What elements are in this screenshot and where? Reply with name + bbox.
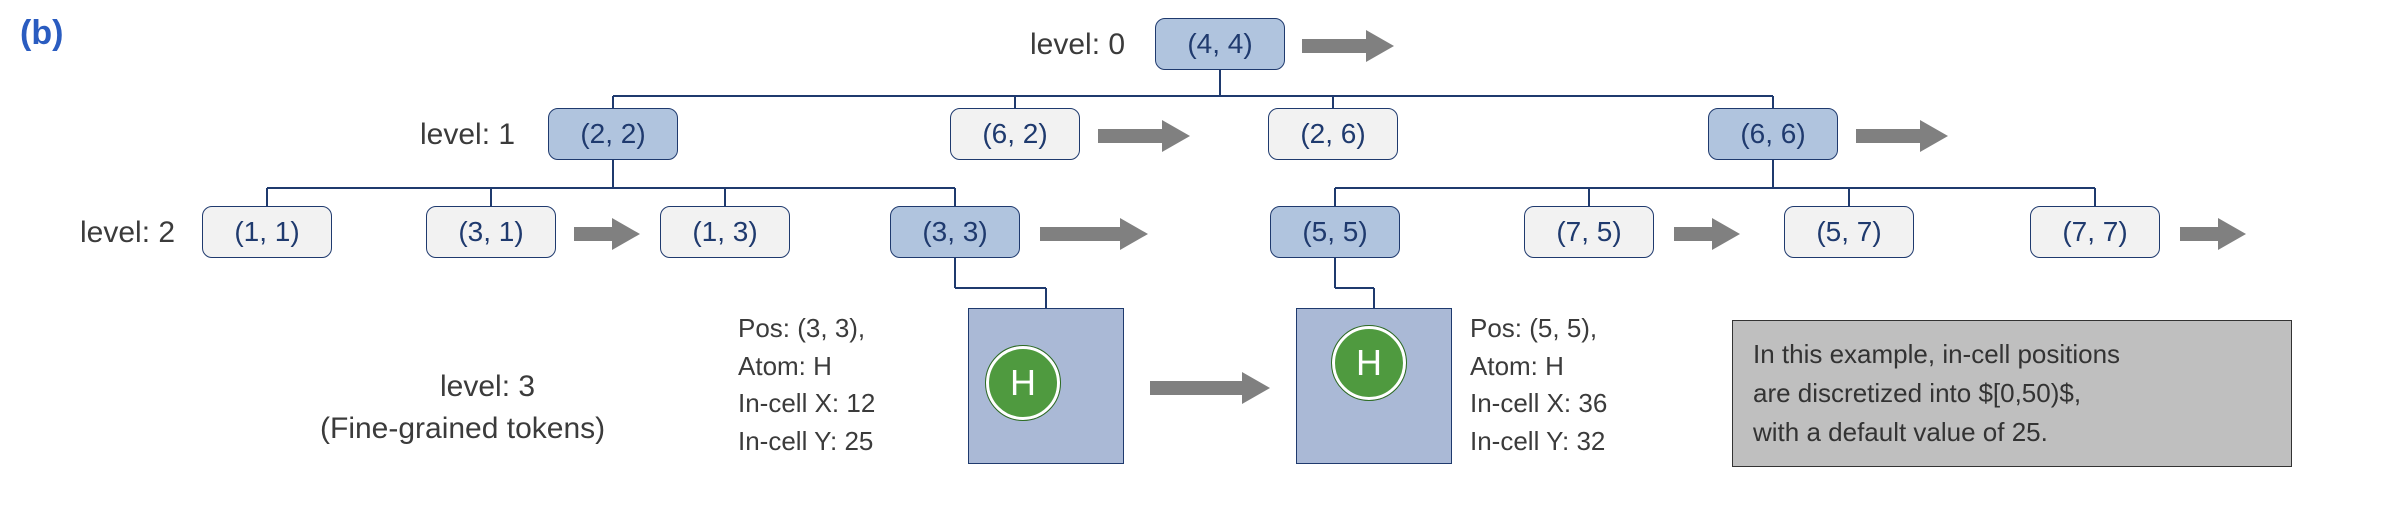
level-0-label: level: 0: [1030, 28, 1125, 62]
level-3-label-b: (Fine-grained tokens): [320, 412, 605, 446]
detail-line: Atom: H: [738, 348, 875, 386]
detail-line: In-cell Y: 25: [738, 423, 875, 461]
node-5-5: (5, 5): [1270, 206, 1400, 258]
arrow-icon: [1856, 128, 1948, 144]
node-1-3: (1, 3): [660, 206, 790, 258]
atom-1: H: [986, 346, 1060, 420]
detail-line: In-cell X: 36: [1470, 385, 1607, 423]
node-root: (4, 4): [1155, 18, 1285, 70]
node-7-5: (7, 5): [1524, 206, 1654, 258]
node-2-2: (2, 2): [548, 108, 678, 160]
node-3-1: (3, 1): [426, 206, 556, 258]
arrow-icon: [1150, 380, 1270, 396]
panel-label: (b): [20, 14, 63, 53]
leaf-details-2: Pos: (5, 5), Atom: H In-cell X: 36 In-ce…: [1470, 310, 1607, 461]
detail-line: Atom: H: [1470, 348, 1607, 386]
arrow-icon: [574, 226, 640, 242]
atom-2: H: [1332, 326, 1406, 400]
note-line: with a default value of 25.: [1753, 413, 2271, 452]
arrow-icon: [1098, 128, 1190, 144]
level-2-label: level: 2: [80, 216, 175, 250]
leaf-details-1: Pos: (3, 3), Atom: H In-cell X: 12 In-ce…: [738, 310, 875, 461]
arrow-icon: [1674, 226, 1740, 242]
node-7-7: (7, 7): [2030, 206, 2160, 258]
node-5-7: (5, 7): [1784, 206, 1914, 258]
level-3-label-a: level: 3: [440, 370, 535, 404]
arrow-icon: [1040, 226, 1148, 242]
note-line: are discretized into $[0,50)$,: [1753, 374, 2271, 413]
node-6-6: (6, 6): [1708, 108, 1838, 160]
node-3-3: (3, 3): [890, 206, 1020, 258]
level-1-label: level: 1: [420, 118, 515, 152]
detail-line: Pos: (3, 3),: [738, 310, 875, 348]
detail-line: In-cell Y: 32: [1470, 423, 1607, 461]
diagram-root: (b) level: 0 level: 1 level: 2 level: 3 …: [0, 0, 2406, 532]
note-line: In this example, in-cell positions: [1753, 335, 2271, 374]
node-1-1: (1, 1): [202, 206, 332, 258]
arrow-icon: [2180, 226, 2246, 242]
arrow-icon: [1302, 38, 1394, 54]
detail-line: Pos: (5, 5),: [1470, 310, 1607, 348]
node-6-2: (6, 2): [950, 108, 1080, 160]
node-2-6: (2, 6): [1268, 108, 1398, 160]
detail-line: In-cell X: 12: [738, 385, 875, 423]
note-box: In this example, in-cell positions are d…: [1732, 320, 2292, 467]
